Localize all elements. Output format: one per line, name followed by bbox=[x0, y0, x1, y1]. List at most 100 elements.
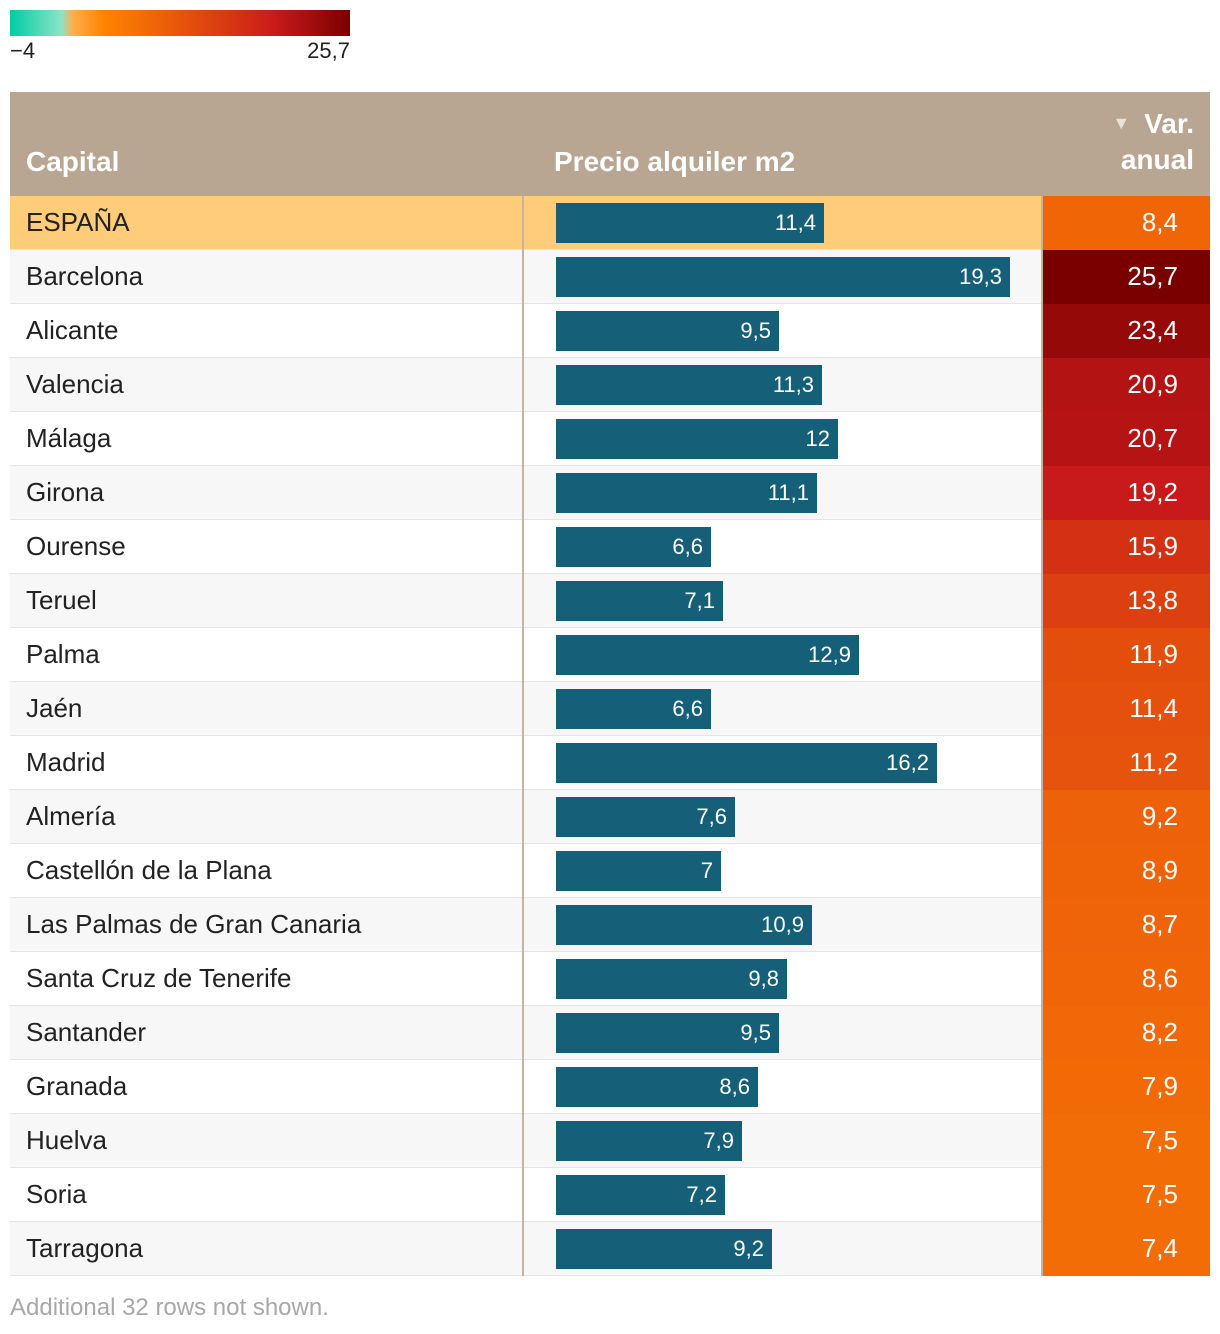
price-bar: 9,2 bbox=[556, 1229, 772, 1269]
price-bar: 10,9 bbox=[556, 905, 812, 945]
column-divider bbox=[1041, 520, 1043, 574]
var-anual-cell: 7,5 bbox=[1043, 1114, 1210, 1168]
column-divider bbox=[1041, 1222, 1043, 1276]
table-row: Valencia 11,3 20,9 bbox=[10, 358, 1210, 412]
var-anual-cell: 7,5 bbox=[1043, 1168, 1210, 1222]
column-divider bbox=[1041, 1168, 1043, 1222]
column-divider bbox=[522, 1060, 524, 1114]
capital-name: Alicante bbox=[26, 315, 119, 345]
table-row: Santa Cruz de Tenerife 9,8 8,6 bbox=[10, 952, 1210, 1006]
var-anual-cell: 25,7 bbox=[1043, 250, 1210, 304]
table-row: Granada 8,6 7,9 bbox=[10, 1060, 1210, 1114]
table-row: Teruel 7,1 13,8 bbox=[10, 574, 1210, 628]
table-row: Barcelona 19,3 25,7 bbox=[10, 250, 1210, 304]
column-divider bbox=[522, 196, 524, 250]
var-anual-cell: 19,2 bbox=[1043, 466, 1210, 520]
var-anual-cell: 23,4 bbox=[1043, 304, 1210, 358]
var-anual-cell: 9,2 bbox=[1043, 790, 1210, 844]
table-row: Girona 11,1 19,2 bbox=[10, 466, 1210, 520]
column-divider bbox=[522, 466, 524, 520]
column-divider bbox=[1041, 412, 1043, 466]
legend-gradient bbox=[10, 10, 350, 36]
data-table: Capital Precio alquiler m2 ▼ Var. anual E… bbox=[10, 92, 1210, 1276]
column-divider bbox=[1041, 628, 1043, 682]
column-divider bbox=[1041, 1006, 1043, 1060]
price-bar: 16,2 bbox=[556, 743, 937, 783]
capital-name: Las Palmas de Gran Canaria bbox=[26, 909, 362, 939]
capital-name: Málaga bbox=[26, 423, 112, 453]
table-row: Palma 12,9 11,9 bbox=[10, 628, 1210, 682]
column-divider bbox=[1041, 682, 1043, 736]
price-bar: 6,6 bbox=[556, 527, 711, 567]
var-anual-cell: 11,9 bbox=[1043, 628, 1210, 682]
column-divider bbox=[1041, 250, 1043, 304]
table-row: Soria 7,2 7,5 bbox=[10, 1168, 1210, 1222]
price-bar: 8,6 bbox=[556, 1067, 758, 1107]
table-row: Tarragona 9,2 7,4 bbox=[10, 1222, 1210, 1276]
capital-name: Granada bbox=[26, 1071, 128, 1101]
column-divider bbox=[522, 358, 524, 412]
column-header-var-anual[interactable]: ▼ Var. anual bbox=[1112, 105, 1194, 178]
color-legend: −4 25,7 bbox=[10, 10, 350, 66]
table-row: Ourense 6,6 15,9 bbox=[10, 520, 1210, 574]
price-bar: 7,6 bbox=[556, 797, 735, 837]
column-divider bbox=[522, 628, 524, 682]
legend-min-label: −4 bbox=[10, 38, 36, 63]
column-divider bbox=[1041, 1114, 1043, 1168]
price-bar: 9,5 bbox=[556, 311, 779, 351]
var-anual-cell: 11,4 bbox=[1043, 682, 1210, 736]
column-divider bbox=[522, 898, 524, 952]
table-row: Santander 9,5 8,2 bbox=[10, 1006, 1210, 1060]
footnote: Additional 32 rows not shown. bbox=[10, 1294, 329, 1321]
column-divider bbox=[522, 304, 524, 358]
price-bar: 6,6 bbox=[556, 689, 711, 729]
price-bar: 7 bbox=[556, 851, 721, 891]
var-anual-cell: 11,2 bbox=[1043, 736, 1210, 790]
column-divider bbox=[1041, 466, 1043, 520]
triangle-down-icon[interactable]: ▼ bbox=[1112, 113, 1131, 133]
var-anual-cell: 15,9 bbox=[1043, 520, 1210, 574]
column-divider bbox=[1041, 1060, 1043, 1114]
table-row: Málaga 12 20,7 bbox=[10, 412, 1210, 466]
table-row: Jaén 6,6 11,4 bbox=[10, 682, 1210, 736]
var-anual-cell: 8,4 bbox=[1043, 196, 1210, 250]
column-divider bbox=[522, 1114, 524, 1168]
price-bar: 12 bbox=[556, 419, 838, 459]
capital-name: Tarragona bbox=[26, 1233, 144, 1263]
price-bar: 19,3 bbox=[556, 257, 1010, 297]
table-row: Madrid 16,2 11,2 bbox=[10, 736, 1210, 790]
var-anual-cell: 7,4 bbox=[1043, 1222, 1210, 1276]
column-divider bbox=[1041, 736, 1043, 790]
table-row-highlight: ESPAÑA 11,4 8,4 bbox=[10, 196, 1210, 250]
var-anual-cell: 8,9 bbox=[1043, 844, 1210, 898]
column-header-precio[interactable]: Precio alquiler m2 bbox=[554, 146, 796, 177]
column-header-capital[interactable]: Capital bbox=[26, 146, 120, 177]
legend-max-label: 25,7 bbox=[307, 38, 350, 63]
capital-name: Valencia bbox=[26, 369, 124, 399]
price-bar: 7,9 bbox=[556, 1121, 742, 1161]
column-divider bbox=[522, 844, 524, 898]
price-bar: 7,1 bbox=[556, 581, 723, 621]
var-anual-cell: 7,9 bbox=[1043, 1060, 1210, 1114]
column-divider bbox=[522, 682, 524, 736]
var-anual-cell: 8,7 bbox=[1043, 898, 1210, 952]
column-divider bbox=[522, 520, 524, 574]
capital-name: Santander bbox=[26, 1017, 146, 1047]
capital-name: ESPAÑA bbox=[26, 207, 130, 237]
column-divider bbox=[522, 790, 524, 844]
capital-name: Girona bbox=[26, 477, 105, 507]
table-header: Capital Precio alquiler m2 ▼ Var. anual bbox=[10, 92, 1210, 196]
column-divider bbox=[522, 1168, 524, 1222]
column-divider bbox=[1041, 574, 1043, 628]
price-bar: 11,3 bbox=[556, 365, 822, 405]
column-divider bbox=[1041, 790, 1043, 844]
capital-name: Huelva bbox=[26, 1125, 107, 1155]
var-header-line1: Var. bbox=[1144, 108, 1194, 139]
price-bar: 12,9 bbox=[556, 635, 859, 675]
column-divider bbox=[1041, 952, 1043, 1006]
column-divider bbox=[1041, 358, 1043, 412]
capital-name: Ourense bbox=[26, 531, 126, 561]
capital-name: Jaén bbox=[26, 693, 83, 723]
legend-labels: −4 25,7 bbox=[10, 36, 350, 66]
column-divider bbox=[1041, 898, 1043, 952]
